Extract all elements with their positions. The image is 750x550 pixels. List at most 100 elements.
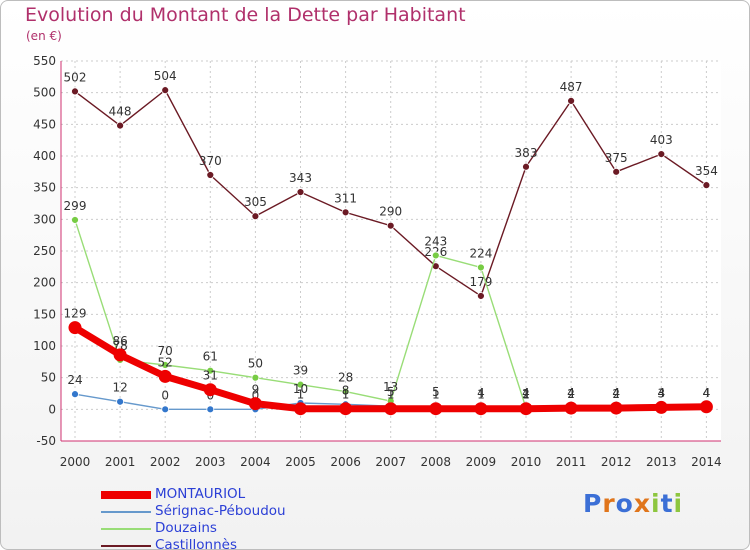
data-label-se-rignac-pe-boudou: 12 (112, 381, 127, 395)
logo-letter: x (633, 489, 651, 518)
data-label-douzains: 61 (203, 350, 218, 364)
data-point-castillonne-s (386, 221, 395, 230)
data-point-castillonne-s (657, 150, 666, 159)
y-tick-label: 200 (33, 276, 56, 290)
data-label-castillonne-s: 354 (695, 164, 718, 178)
data-point-montauriol (699, 400, 713, 414)
data-point-douzains (206, 366, 215, 375)
data-point-douzains (341, 387, 350, 396)
data-label-montauriol: 2 (612, 387, 620, 401)
legend-swatch (101, 511, 151, 513)
data-point-castillonne-s (702, 181, 711, 190)
data-label-se-rignac-pe-boudou: 8 (342, 383, 350, 397)
data-label-montauriol: 2 (567, 387, 575, 401)
data-label-douzains: 50 (248, 357, 263, 371)
data-label-douzains: 4 (612, 386, 620, 400)
data-point-montauriol (158, 369, 172, 383)
logo-letter: o (615, 489, 634, 518)
data-label-castillonne-s: 375 (605, 151, 628, 165)
data-point-castillonne-s (296, 188, 305, 197)
data-label-douzains: 13 (383, 380, 398, 394)
data-point-douzains (251, 373, 260, 382)
data-point-montauriol (654, 400, 668, 414)
data-point-se-rignac-pe-boudou (116, 397, 124, 406)
data-label-montauriol: 4 (703, 386, 711, 400)
x-tick-label: 2012 (601, 455, 632, 469)
data-label-castillonne-s: 290 (379, 205, 402, 219)
x-tick-label: 2008 (421, 455, 452, 469)
data-point-montauriol (294, 402, 307, 416)
x-tick-label: 2000 (60, 455, 91, 469)
x-tick-label: 2009 (466, 455, 497, 469)
data-label-douzains: 299 (64, 199, 87, 213)
data-label-se-rignac-pe-boudou: 4 (477, 386, 485, 400)
y-tick-label: 50 (41, 371, 56, 385)
data-point-douzains (161, 361, 170, 369)
data-point-castillonne-s (522, 162, 530, 171)
data-label-castillonne-s: 179 (469, 275, 492, 289)
data-point-douzains (431, 251, 440, 260)
y-tick-label: 150 (33, 307, 56, 321)
y-tick-label: 400 (33, 149, 56, 163)
data-point-se-rignac-pe-boudou (71, 390, 79, 399)
data-point-montauriol (564, 401, 578, 415)
x-tick-label: 2004 (240, 455, 271, 469)
data-label-se-rignac-pe-boudou: 5 (387, 385, 395, 399)
x-tick-label: 2010 (511, 455, 542, 469)
logo-letter: i (651, 489, 661, 518)
y-tick-label: 250 (33, 244, 56, 258)
data-point-montauriol (248, 397, 262, 411)
data-point-douzains (296, 380, 305, 389)
data-point-montauriol (203, 383, 217, 397)
data-label-castillonne-s: 343 (289, 171, 312, 185)
data-point-castillonne-s (71, 87, 79, 96)
legend-label: Douzains (155, 520, 217, 536)
x-tick-label: 2007 (375, 455, 406, 469)
data-label-montauriol: 31 (203, 369, 218, 383)
data-point-montauriol (384, 402, 398, 416)
data-label-castillonne-s: 487 (560, 80, 583, 94)
data-label-se-rignac-pe-boudou: 0 (252, 388, 260, 402)
data-label-montauriol: 1 (522, 388, 530, 402)
logo-letter: t (660, 489, 674, 518)
legend-swatch (101, 491, 151, 499)
data-point-montauriol (339, 402, 353, 416)
data-label-se-rignac-pe-boudou: 0 (161, 388, 169, 402)
y-tick-label: 0 (48, 402, 56, 416)
y-tick-label: 300 (33, 212, 56, 226)
x-tick-label: 2005 (285, 455, 316, 469)
data-point-montauriol (429, 402, 443, 416)
data-label-montauriol: 1 (342, 388, 350, 402)
data-label-se-rignac-pe-boudou: 4 (703, 386, 711, 400)
data-label-castillonne-s: 448 (109, 105, 132, 119)
data-point-douzains (71, 216, 79, 224)
data-label-se-rignac-pe-boudou: 24 (67, 373, 82, 387)
data-label-douzains: 224 (469, 246, 492, 260)
data-label-douzains: 4 (657, 386, 665, 400)
data-label-se-rignac-pe-boudou: 5 (432, 385, 440, 399)
data-label-se-rignac-pe-boudou: 10 (293, 382, 308, 396)
data-point-castillonne-s (161, 86, 170, 95)
x-tick-label: 2011 (556, 455, 587, 469)
legend-swatch (101, 545, 151, 547)
legend-label: Sérignac-Péboudou (155, 503, 286, 519)
x-tick-label: 2001 (105, 455, 136, 469)
data-point-se-rignac-pe-boudou (206, 405, 215, 414)
data-label-castillonne-s: 504 (154, 69, 177, 83)
data-point-castillonne-s (251, 212, 260, 221)
logo-letter: i (673, 489, 684, 518)
data-point-montauriol (609, 401, 623, 415)
y-tick-label: 350 (33, 181, 56, 195)
proxiti-logo: Proxiti (583, 489, 683, 518)
data-point-montauriol (113, 348, 127, 362)
data-point-castillonne-s (567, 97, 575, 105)
x-tick-label: 2002 (150, 455, 181, 469)
data-point-douzains (476, 263, 485, 272)
data-point-castillonne-s (206, 171, 215, 179)
data-label-castillonne-s: 403 (650, 133, 673, 147)
data-label-se-rignac-pe-boudou: 4 (522, 386, 530, 400)
data-label-montauriol: 52 (158, 355, 173, 369)
data-label-douzains: 70 (158, 344, 173, 358)
